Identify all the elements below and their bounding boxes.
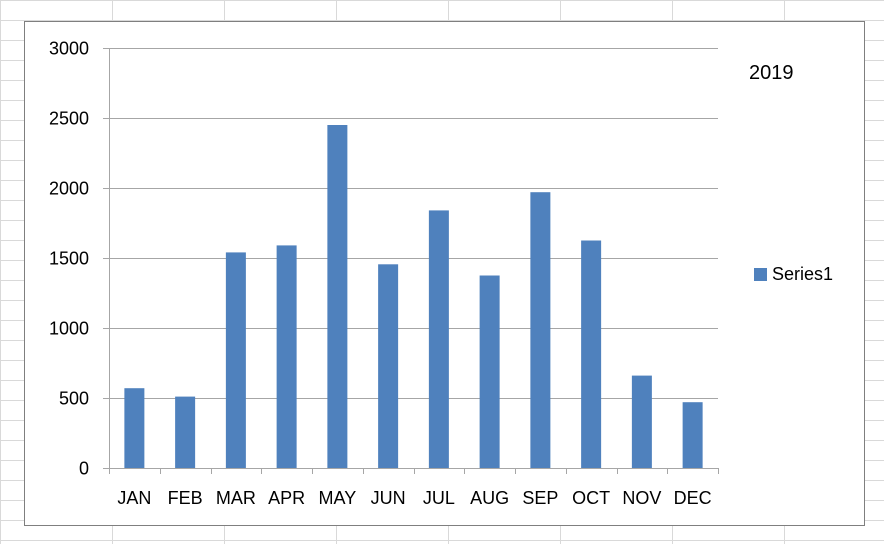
y-tick-label: 2500 [49,109,89,129]
y-tick-label: 3000 [49,39,89,59]
bar-aug [479,275,500,468]
x-tick-label: SEP [522,488,558,508]
x-tick-label: JUL [423,488,455,508]
x-tick-label: MAY [319,488,357,508]
bar-mar [225,252,246,468]
bar-feb [175,396,196,468]
legend: Series1 [754,264,833,285]
y-tick-label: 500 [59,389,89,409]
x-tick-label: MAR [216,488,256,508]
y-tick-label: 1500 [49,249,89,269]
bar-apr [276,245,297,468]
bar-may [327,125,348,468]
y-tick-label: 2000 [49,179,89,199]
x-tick-label: DEC [674,488,712,508]
x-tick-label: OCT [572,488,610,508]
bar-oct [581,240,602,468]
legend-label: Series1 [772,264,834,284]
bar-jul [428,210,449,468]
y-tick-label: 1000 [49,319,89,339]
bar-chart: 0 500 1000 1500 2000 2500 3000 JAN FEB MAR APR MAY J… [49,39,719,508]
bar-sep [530,192,551,468]
x-tick-label: APR [268,488,305,508]
x-tick-label: FEB [168,488,203,508]
chart-frame: 0 500 1000 1500 2000 2500 3000 JAN FEB MAR APR MAY J… [24,21,865,526]
year-annotation: 2019 [749,62,794,84]
y-tick-label: 0 [79,459,89,479]
bar-dec [682,402,703,468]
legend-swatch [754,268,767,281]
bar-nov [631,375,652,468]
x-tick-label: JAN [117,488,151,508]
x-tick-label: AUG [470,488,509,508]
x-tick-label: NOV [622,488,661,508]
x-tick-label: JUN [371,488,406,508]
bar-jan [124,388,145,468]
bar-jun [378,264,399,468]
